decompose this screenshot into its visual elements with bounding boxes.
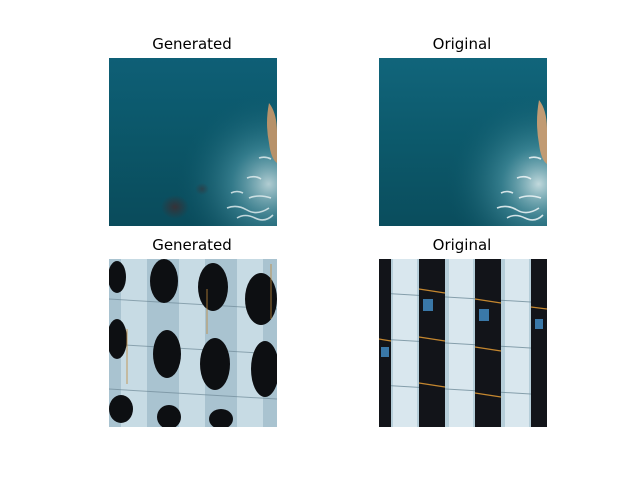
- panel-title: Generated: [152, 236, 232, 254]
- original-building-image: [379, 259, 547, 427]
- generated-sea-image: [109, 58, 277, 226]
- generated-building-image: [109, 259, 277, 427]
- panel-title: Original: [432, 35, 492, 53]
- panel-title: Original: [432, 236, 492, 254]
- original-sea-image: [379, 58, 547, 226]
- panel-title: Generated: [152, 35, 232, 53]
